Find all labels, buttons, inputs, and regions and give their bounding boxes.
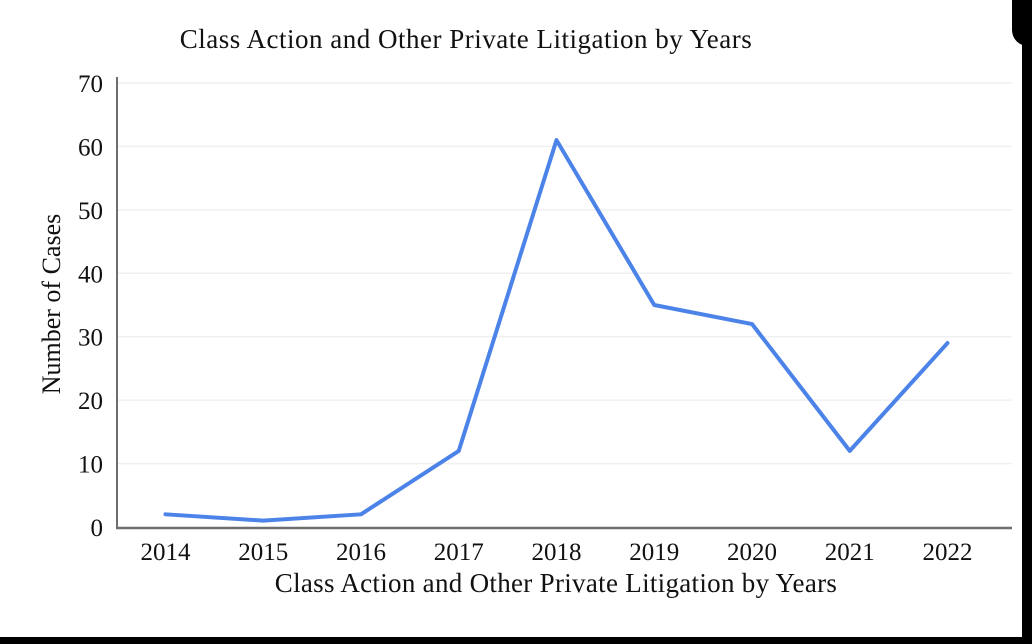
y-tick-label: 40 [78, 261, 103, 288]
x-tick-label: 2016 [336, 539, 386, 566]
y-tick-label: 70 [78, 71, 103, 98]
x-tick-label: 2014 [141, 539, 192, 566]
x-axis-title: Class Action and Other Private Litigatio… [274, 568, 838, 598]
y-tick-label: 60 [78, 134, 103, 161]
x-tick-label: 2017 [434, 539, 484, 566]
chart-title: Class Action and Other Private Litigatio… [179, 24, 753, 54]
x-tick-label: 2022 [923, 539, 973, 566]
y-tick-label: 20 [78, 388, 103, 415]
x-tick-label: 2018 [532, 539, 582, 566]
x-tick-label: 2021 [825, 539, 875, 566]
x-tick-label: 2015 [238, 539, 288, 566]
y-tick-label: 30 [78, 325, 103, 352]
frame-right-edge [1022, 0, 1032, 644]
x-tick-label: 2019 [629, 539, 679, 566]
y-tick-label: 0 [91, 515, 104, 542]
y-tick-label: 10 [78, 452, 103, 479]
y-tick-label: 50 [78, 198, 103, 225]
series-line [163, 138, 950, 523]
frame-bottom-edge [0, 637, 1032, 644]
x-tick-label: 2020 [727, 539, 777, 566]
